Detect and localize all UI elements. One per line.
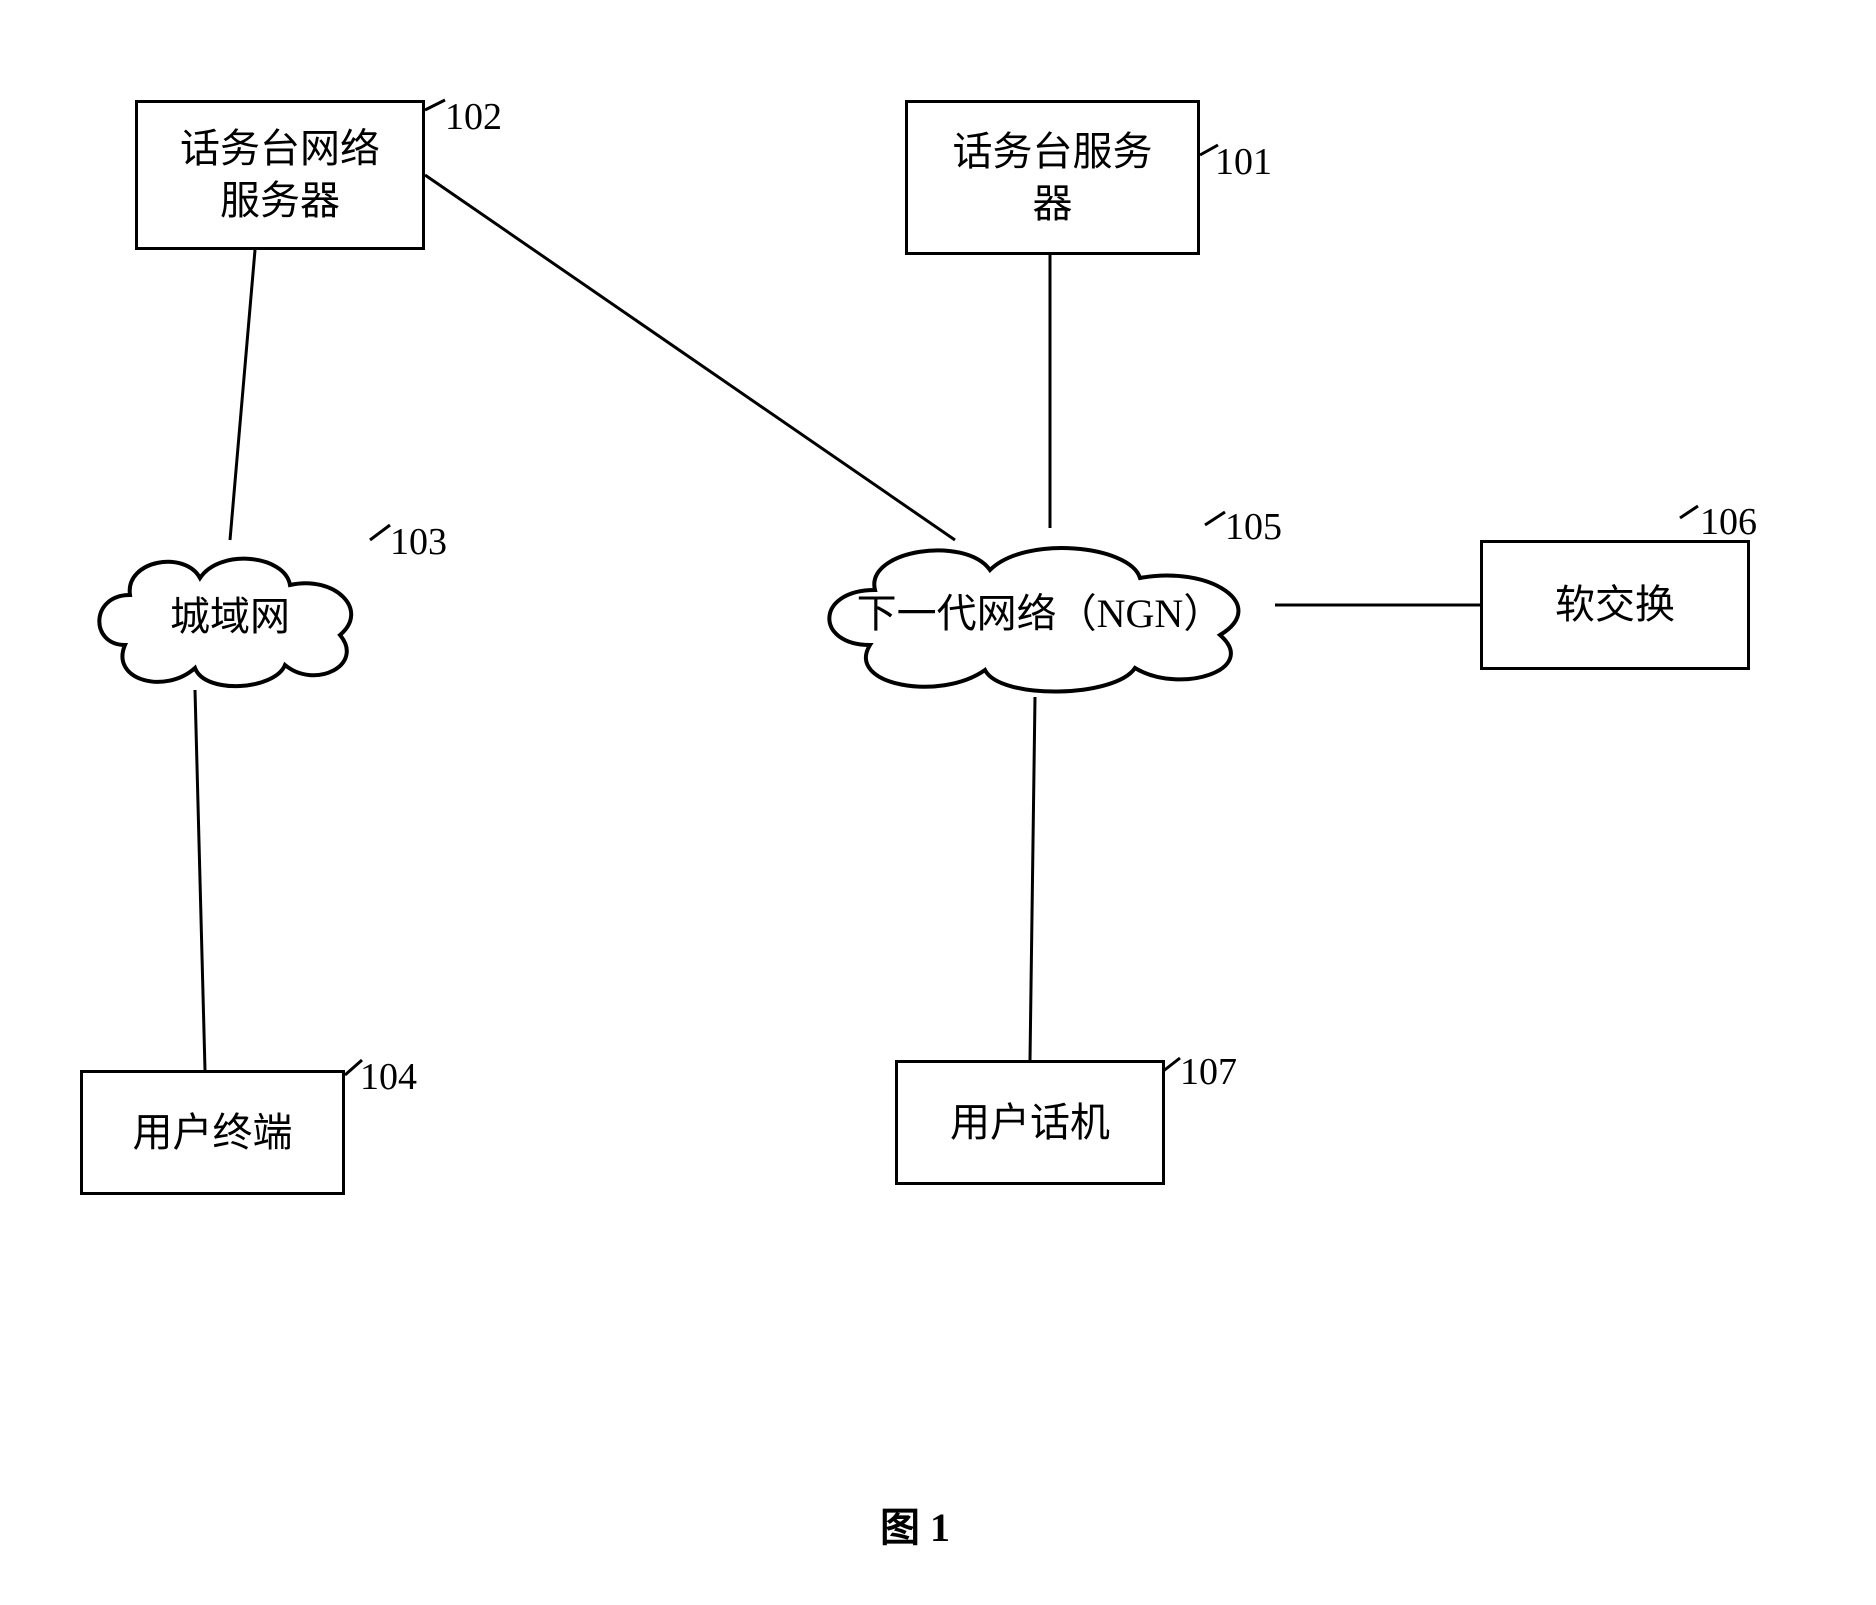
diagram-container: 话务台网络 服务器 话务台服务 器 用户终端 软交换 用户话机 城域网 下一代网… — [0, 0, 1876, 1605]
edge-line — [195, 690, 205, 1070]
ref-label-106: 106 — [1700, 500, 1757, 544]
node-label: 下一代网络（NGN） — [800, 581, 1280, 639]
ref-label-107: 107 — [1180, 1050, 1237, 1094]
ref-label-102: 102 — [445, 95, 502, 139]
node-switchboard-network-server: 话务台网络 服务器 — [135, 100, 425, 250]
node-man-cloud: 城域网 — [80, 530, 380, 695]
edge-line — [1030, 697, 1035, 1060]
figure-caption: 图 1 — [880, 1495, 950, 1553]
ref-tick — [1680, 506, 1698, 518]
node-label: 用户话机 — [950, 1097, 1110, 1149]
ref-label-104: 104 — [360, 1055, 417, 1099]
ref-tick — [425, 100, 445, 110]
node-ngn-cloud: 下一代网络（NGN） — [800, 520, 1280, 700]
node-label: 软交换 — [1555, 579, 1675, 631]
node-label: 城域网 — [80, 584, 380, 642]
node-switchboard-server: 话务台服务 器 — [905, 100, 1200, 255]
edge-line — [230, 250, 255, 540]
node-label: 用户终端 — [133, 1107, 293, 1159]
ref-label-103: 103 — [390, 520, 447, 564]
node-label: 话务台服务 器 — [953, 126, 1153, 230]
node-user-terminal: 用户终端 — [80, 1070, 345, 1195]
node-soft-switch: 软交换 — [1480, 540, 1750, 670]
node-label: 话务台网络 服务器 — [180, 123, 380, 227]
edge-line — [425, 175, 955, 540]
ref-label-101: 101 — [1215, 140, 1272, 184]
node-user-phone: 用户话机 — [895, 1060, 1165, 1185]
